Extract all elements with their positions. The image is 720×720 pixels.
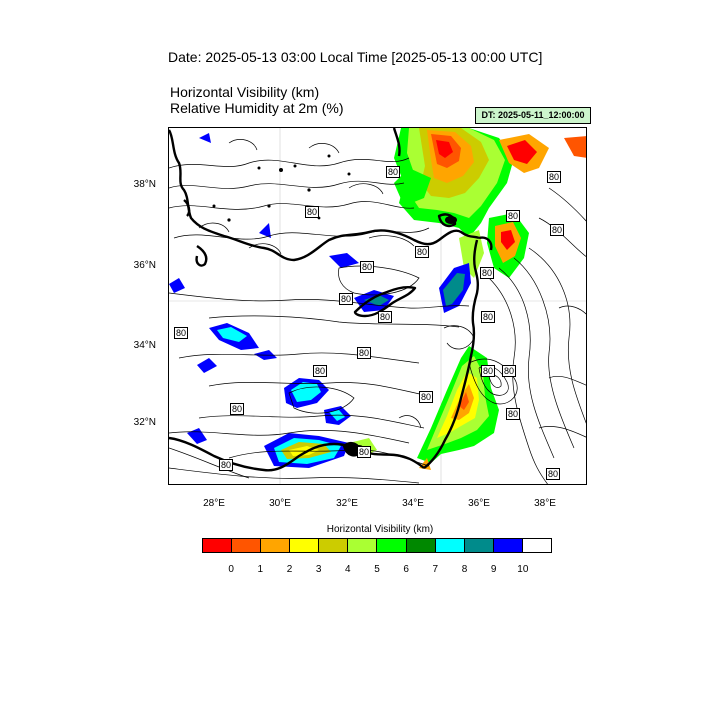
lon-label-36e: 36°E (468, 498, 490, 509)
visibility-shading (169, 128, 586, 470)
lon-label-32e: 32°E (336, 498, 358, 509)
colorbar-swatch (232, 539, 262, 552)
colorbar-swatch (290, 539, 320, 552)
model-run-badge: DT: 2025-05-11_12:00:00 (475, 107, 591, 124)
field-title-humidity: Relative Humidity at 2m (%) (170, 100, 344, 116)
contour-label: 80 (415, 246, 430, 258)
contour-label: 80 (481, 311, 496, 323)
lon-label-30e: 30°E (269, 498, 291, 509)
colorbar-swatch (261, 539, 291, 552)
map-panel (168, 127, 587, 485)
lat-label-36n: 36°N (133, 260, 156, 271)
contour-label: 80 (357, 347, 372, 359)
contour-label: 80 (174, 327, 189, 339)
map-canvas (169, 128, 586, 484)
colorbar-tick-label: 2 (286, 564, 293, 575)
colorbar-swatch (493, 539, 523, 552)
contour-label: 80 (550, 224, 565, 236)
lat-label-34n: 34°N (133, 340, 156, 351)
colorbar-tick-label: 10 (517, 564, 529, 575)
colorbar (202, 538, 552, 553)
contour-label: 80 (386, 166, 401, 178)
colorbar-swatch (319, 539, 349, 552)
colorbar-swatch (464, 539, 494, 552)
colorbar-tick-label: 1 (257, 564, 264, 575)
colorbar-tick-label: 6 (403, 564, 409, 575)
contour-label: 80 (357, 446, 372, 458)
lat-label-32n: 32°N (133, 417, 156, 428)
field-title-visibility: Horizontal Visibility (km) (170, 84, 320, 100)
contour-label: 80 (480, 267, 495, 279)
contour-label: 80 (419, 391, 434, 403)
colorbar-title: Horizontal Visibility (km) (326, 524, 434, 535)
contour-label: 80 (502, 365, 517, 377)
contour-label: 80 (506, 210, 521, 222)
colorbar-swatch (435, 539, 465, 552)
lon-label-34e: 34°E (402, 498, 424, 509)
lon-label-38e: 38°E (534, 498, 556, 509)
colorbar-swatch (203, 539, 233, 552)
colorbar-tick-label: 0 (228, 564, 234, 575)
lon-label-28e: 28°E (203, 498, 225, 509)
contour-label: 80 (305, 206, 320, 218)
colorbar-tick-label: 9 (490, 564, 497, 575)
contour-label: 80 (547, 171, 562, 183)
colorbar-swatch (406, 539, 436, 552)
contour-label: 80 (339, 293, 354, 305)
colorbar-tick-label: 3 (315, 564, 322, 575)
contour-label: 80 (313, 365, 328, 377)
colorbar-tick-label: 5 (374, 564, 380, 575)
date-title: Date: 2025-05-13 03:00 Local Time [2025-… (168, 49, 543, 65)
contour-label: 80 (219, 459, 234, 471)
contour-label: 80 (506, 408, 521, 420)
contour-label: 80 (481, 365, 496, 377)
contour-label: 80 (546, 468, 561, 480)
coastlines (169, 128, 493, 472)
colorbar-swatch (377, 539, 407, 552)
colorbar-tick-label: 8 (461, 564, 468, 575)
contour-label: 80 (378, 311, 393, 323)
lat-label-38n: 38°N (133, 179, 156, 190)
colorbar-tick-label: 7 (432, 564, 439, 575)
colorbar-swatch (348, 539, 378, 552)
colorbar-tick-label: 4 (345, 564, 351, 575)
contour-label: 80 (230, 403, 245, 415)
colorbar-swatch (522, 539, 551, 552)
contour-label: 80 (360, 261, 375, 273)
